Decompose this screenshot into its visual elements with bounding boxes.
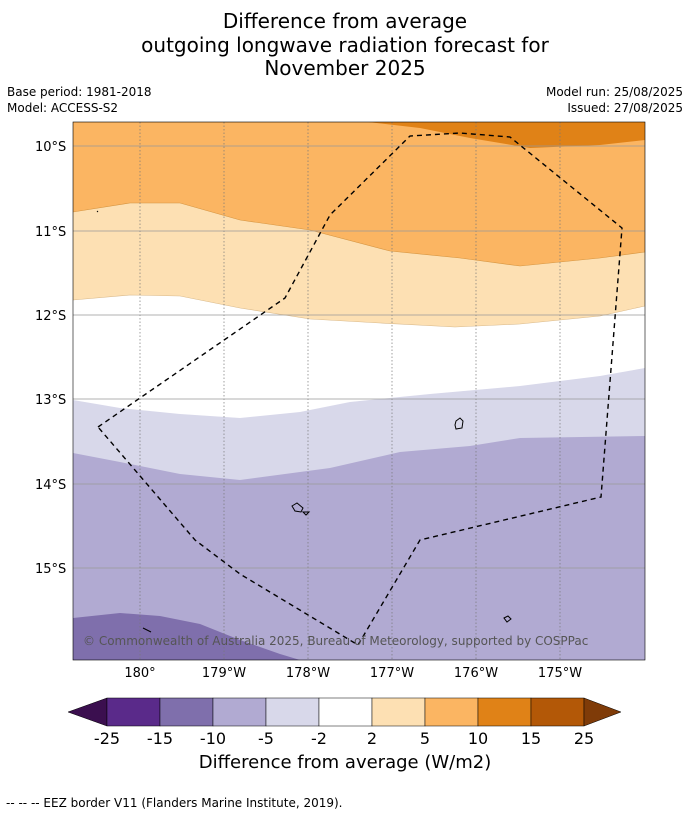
lon-label-177w: 177°W [370, 666, 414, 681]
lon-label-180: 180° [124, 666, 155, 681]
lat-label-14s: 14°S [35, 478, 66, 493]
base-period-label: Base period: 1981-2018 [7, 85, 152, 99]
colorbar-tick: -5 [258, 729, 274, 748]
meridian-lines [139, 122, 561, 660]
colorbar-segment [530, 697, 585, 727]
lat-label-11s: 11°S [35, 225, 66, 240]
map-frame [72, 121, 646, 661]
parallel-lines [73, 145, 645, 569]
colorbar-tick: -10 [200, 729, 226, 748]
colorbar-segment [318, 697, 373, 727]
colorbar-tick: 10 [468, 729, 488, 748]
colorbar-segment [424, 697, 479, 727]
lat-label-10s: 10°S [35, 140, 66, 155]
colorbar-segment [106, 697, 161, 727]
colorbar-tick: 25 [574, 729, 594, 748]
eez-border [96, 132, 623, 646]
colorbar-segment [159, 697, 214, 727]
colorbar [67, 697, 622, 727]
band-5-to-10 [73, 122, 645, 267]
anomaly-map [73, 122, 645, 660]
colorbar-tick: -25 [94, 729, 120, 748]
colorbar-tick: 5 [420, 729, 430, 748]
colorbar-segment [371, 697, 426, 727]
map-title-line-2: outgoing longwave radiation forecast for [141, 33, 549, 57]
issued-label: Issued: 27/08/2025 [567, 101, 683, 115]
colorbar-extend-high [583, 697, 622, 727]
colorbar-segment [212, 697, 267, 727]
map-title-line-1: Difference from average [222, 9, 468, 33]
eez-footnote: -- -- -- EEZ border V11 (Flanders Marine… [6, 796, 343, 810]
colorbar-segment [265, 697, 320, 727]
band-minus-15-to-minus-10 [73, 613, 300, 660]
lat-label-15s: 15°S [35, 562, 66, 577]
lon-label-175w: 175°W [538, 666, 582, 681]
island-outlines [96, 210, 512, 633]
colorbar-tick: -2 [311, 729, 327, 748]
copyright-notice: © Commonwealth of Australia 2025, Bureau… [83, 634, 588, 648]
band-10-to-15 [368, 122, 645, 148]
lon-label-179w: 179°W [202, 666, 246, 681]
colorbar-segment [477, 697, 532, 727]
lon-label-178w: 178°W [286, 666, 330, 681]
model-label: Model: ACCESS-S2 [7, 101, 119, 115]
colorbar-tick: -15 [147, 729, 173, 748]
lat-label-13s: 13°S [35, 393, 66, 408]
model-run-label: Model run: 25/08/2025 [545, 85, 683, 99]
colorbar-tick: 2 [367, 729, 377, 748]
colorbar-tick: 15 [521, 729, 541, 748]
colorbar-title: Difference from average (W/m2) [198, 752, 492, 773]
map-title-line-3: November 2025 [264, 56, 426, 80]
lon-label-176w: 176°W [454, 666, 498, 681]
colorbar-extend-low [67, 697, 108, 727]
lat-label-12s: 12°S [35, 309, 66, 324]
